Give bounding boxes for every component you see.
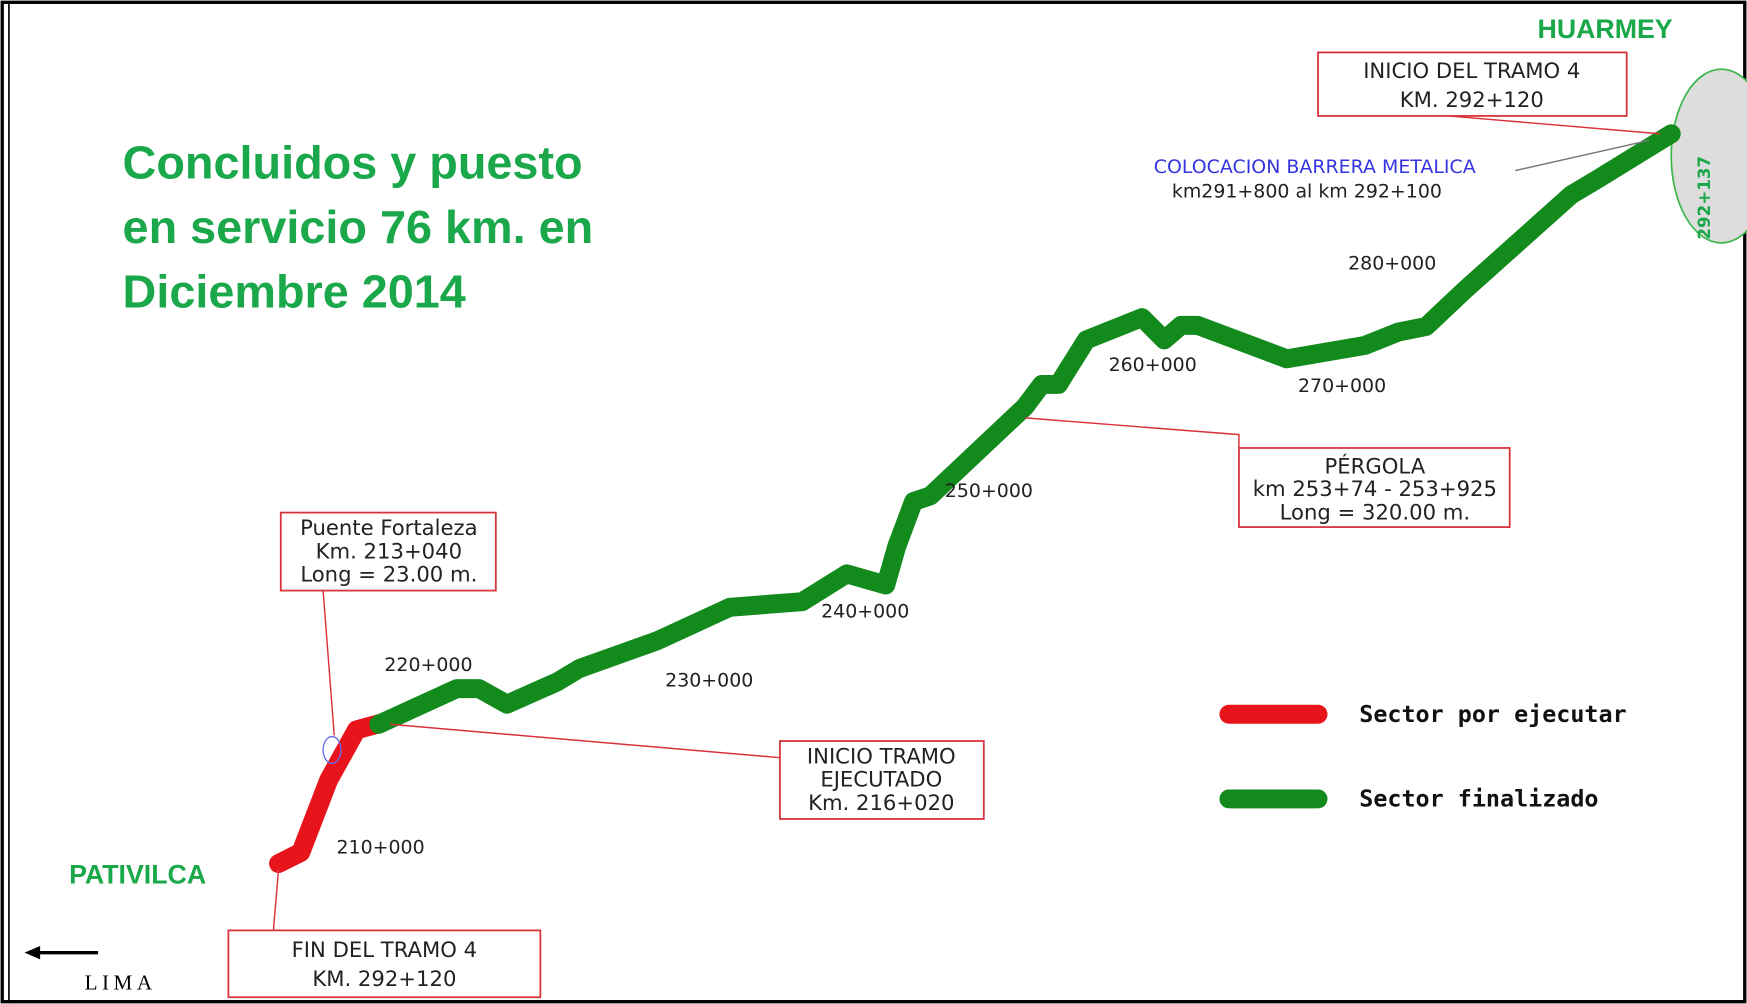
callout-text: Long = 23.00 m. — [300, 562, 477, 587]
callout-text: KM. 292+120 — [312, 966, 456, 991]
leader — [1024, 417, 1240, 448]
legend-label: Sector por ejecutar — [1359, 700, 1626, 728]
callout-text: Km. 213+040 — [316, 538, 462, 563]
callout-text: Long = 320.00 m. — [1280, 499, 1470, 524]
callout-text: PÉRGOLA — [1325, 454, 1426, 479]
callout-box — [279, 511, 497, 592]
km-marker: 260+000 — [1109, 354, 1197, 376]
callout-text: KM. 292+120 — [1400, 87, 1544, 112]
km-marker: 280+000 — [1348, 253, 1436, 275]
leader — [1515, 139, 1650, 172]
leader — [322, 590, 335, 736]
km-marker: 270+000 — [1298, 375, 1386, 397]
km-marker: 210+000 — [336, 837, 424, 859]
callout-text: km291+800 al km 292+100 — [1172, 180, 1442, 202]
routes — [269, 124, 1681, 874]
callout-text: km 253+74 - 253+925 — [1253, 476, 1497, 501]
route-done — [369, 124, 1681, 734]
legend-label: Sector finalizado — [1359, 785, 1598, 813]
huarmey-area — [1670, 68, 1747, 244]
town: HUARMEY — [1538, 14, 1673, 44]
km-marker: 230+000 — [665, 669, 753, 691]
callout-text: EJECUTADO — [820, 767, 942, 792]
title-line: Diciembre 2014 — [123, 266, 466, 318]
callout-text: COLOCACION BARRERA METALICA — [1154, 156, 1476, 178]
callout-text: Km. 216+020 — [808, 790, 954, 815]
callout-text: INICIO DEL TRAMO 4 — [1363, 58, 1580, 83]
leader — [1448, 115, 1661, 135]
town: PATIVILCA — [69, 860, 206, 890]
km-marker: 240+000 — [821, 600, 909, 622]
route-pending — [269, 713, 391, 874]
direction: LIMA — [85, 970, 157, 994]
callout-text: INICIO TRAMO — [807, 743, 956, 768]
bridge-marker — [322, 735, 342, 764]
callout-text: FIN DEL TRAMO 4 — [292, 937, 477, 962]
arrow-head — [24, 945, 41, 960]
callout-box — [1317, 51, 1628, 117]
title-line: en servicio 76 km. en — [123, 201, 594, 253]
km-marker: 292+137 — [1694, 156, 1714, 240]
km-marker: 250+000 — [945, 480, 1033, 502]
leader — [389, 723, 780, 759]
legend: Sector por ejecutar Sector finalizado — [1219, 700, 1627, 813]
callout-box — [1238, 447, 1511, 528]
callout-box — [227, 929, 542, 999]
km-marker: 220+000 — [384, 654, 472, 676]
callout-text: Puente Fortaleza — [300, 515, 478, 540]
leader — [272, 869, 280, 937]
callout-box — [779, 740, 985, 820]
title-line: Concluidos y puesto — [123, 136, 583, 188]
